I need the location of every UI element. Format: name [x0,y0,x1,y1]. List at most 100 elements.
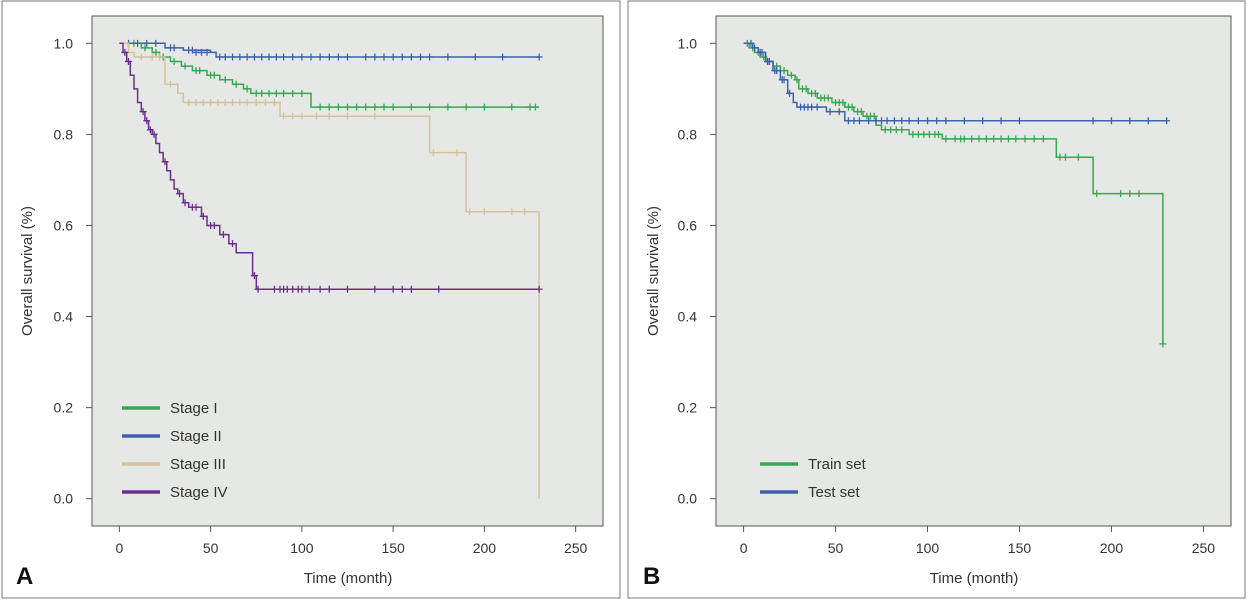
panel-b-censor-mark-test-set [1015,117,1023,125]
panel-b-censor-mark-test-set [865,117,873,125]
panel-a-x-tick-label: 200 [473,540,497,556]
panel-a-censor-mark-stage-ii [362,53,370,61]
panel-a-x-tick-label: 100 [290,540,314,556]
panel-b-censor-mark-train-set [811,89,819,97]
panel-a-censor-mark-stage-i [353,103,361,111]
panel-a-censor-mark-stage-ii [417,53,424,61]
panel-b-censor-mark-test-set [1089,117,1097,125]
panel-a-censor-mark-stage-ii [371,53,379,61]
panel-a-censor-mark-stage-ii [289,53,297,61]
panel-a-censor-mark-stage-ii [236,53,244,61]
panel-a-censor-mark-stage-i [258,89,266,97]
panel-a-censor-mark-stage-ii [471,53,479,61]
panel-a-censor-mark-stage-i [170,58,178,66]
panel-b-censor-mark-test-set [773,67,781,75]
panel-b-legend-label-test-set: Test set [808,484,861,501]
panel-b-censor-mark-train-set [997,135,1005,143]
panel-b-y-tick-label: 0.4 [678,309,698,325]
panel-b-x-tick-label: 200 [1100,540,1124,556]
panel-a-censor-mark-stage-i [280,89,288,97]
panel-b-censor-mark-train-set [1039,135,1047,143]
panel-a-censor-mark-stage-ii [143,39,151,47]
panel-a-censor-mark-stage-i [152,48,160,56]
panel-b-censor-mark-train-set [870,112,878,120]
panel-a-censor-mark-stage-i [232,80,240,88]
panel-b-x-axis-label: Time (month) [930,570,1019,587]
panel-a-censor-mark-stage-i [221,76,229,84]
panel-a-series-line-stage-ii [119,42,540,58]
panel-b-legend: Train set Test set [760,456,867,501]
panel-a-y-tick-label: 1.0 [54,35,74,51]
panel-a-censor-mark-stage-i [210,71,218,79]
panel-a-censor-mark-stage-iv [150,130,158,138]
panel-b-censor-mark-train-set [1030,135,1038,143]
panel-b-censor-mark-test-set [1144,117,1152,125]
panel-a-censor-mark-stage-iv [219,231,227,239]
panel-a-censor-mark-stage-iii [192,99,200,107]
panel-a-censor-mark-stage-iii [508,208,516,216]
panel-a-censor-mark-stage-i [480,103,488,111]
panel-b-x-tick-label: 250 [1192,540,1216,556]
panel-a-censor-mark-stage-iv [250,272,258,280]
panel-b-letter: B [643,563,660,590]
panel-b-censor-mark-train-set [942,135,950,143]
panel-b-censor-mark-train-set [960,135,968,143]
panel-a-censor-mark-stage-i [389,103,397,111]
panel-a-censor-mark-stage-i [362,103,370,111]
panel-a-censor-mark-stage-iv [210,221,218,229]
panel-a-censor-mark-stage-ii [243,53,251,61]
panel-a-censor-mark-stage-iii [261,99,269,107]
panel-a-censor-mark-stage-ii [398,53,406,61]
panel-a-censor-mark-stage-ii [426,53,434,61]
panel-a-censor-mark-stage-iii [466,208,474,216]
panel-a-y-tick-label: 0.4 [54,309,74,325]
panel-b-y-tick-label: 0.0 [678,491,698,507]
panel-a-censor-mark-stage-iii [229,99,237,107]
panel-a-x-tick-label: 250 [564,540,588,556]
panel-b-x-tick-label: 150 [1008,540,1032,556]
panel-a-censor-mark-stage-iii [156,53,164,61]
panel-b-y-tick-label: 0.2 [678,400,698,416]
panel-a-censor-mark-stage-iv [371,285,379,293]
panel-a-censor-mark-stage-ii [334,53,342,61]
panel-a-censor-mark-stage-ii [444,53,452,61]
panel-b-censor-mark-test-set [826,108,834,116]
panel-b-series [743,39,1171,348]
panel-b-y-tick-label: 0.8 [678,126,698,142]
panel-b-censor-mark-test-set [890,117,898,125]
panel-a-censor-mark-stage-iv [176,190,184,198]
panel-a-censor-mark-stage-iii [429,149,437,157]
panel-a: 0 50 100 150 200 250 0.0 0.2 0.4 0.6 0.8 1.0 Stage … [1,0,621,599]
panel-b-axes: 0 50 100 150 200 250 0.0 0.2 0.4 0.6 0.8 1.0 [678,35,1216,556]
panel-a-censor-mark-stage-i [426,103,434,111]
panel-a-x-tick-label: 0 [115,540,123,556]
panel-a-censor-mark-stage-iv [125,58,132,66]
panel-b-censor-mark-train-set [968,135,976,143]
panel-a-censor-mark-stage-i [265,89,273,97]
panel-a-censor-mark-stage-ii [344,53,351,61]
panel-b-censor-mark-train-set [1093,190,1101,198]
panel-b-censor-mark-train-set [1061,153,1069,161]
panel-a-censor-mark-stage-iv [389,285,397,293]
panel-a-censor-mark-stage-iii [185,99,193,107]
panel-a-censor-mark-stage-iii [166,80,174,88]
panel-b-censor-mark-test-set [835,108,843,116]
panel-a-censor-mark-stage-ii [272,53,280,61]
panel-b: 0 50 100 150 200 250 0.0 0.2 0.4 0.6 0.8 1.0 Train … [627,0,1246,599]
panel-a-censor-mark-stage-ii [298,53,306,61]
panel-a-censor-mark-stage-ii [325,53,333,61]
panel-b-censor-mark-train-set [1012,135,1020,143]
panel-a-censor-mark-stage-iii [199,99,207,107]
panel-a-censor-mark-stage-ii [203,48,211,56]
panel-b-censor-mark-test-set [942,117,950,125]
panel-a-letter: A [16,563,33,590]
panel-a-legend-label-stage-iii: Stage III [170,456,226,473]
panel-a-censor-mark-stage-i [444,103,452,111]
panel-b-censor-mark-train-set [975,135,983,143]
panel-b-censor-mark-train-set [1126,190,1134,198]
panel-a-censor-mark-stage-iii [221,99,229,107]
panel-b-censor-mark-train-set [982,135,990,143]
panel-b-censor-mark-test-set [914,117,922,125]
panel-a-censor-mark-stage-ii [152,39,160,47]
panel-a-x-tick-label: 150 [381,540,405,556]
